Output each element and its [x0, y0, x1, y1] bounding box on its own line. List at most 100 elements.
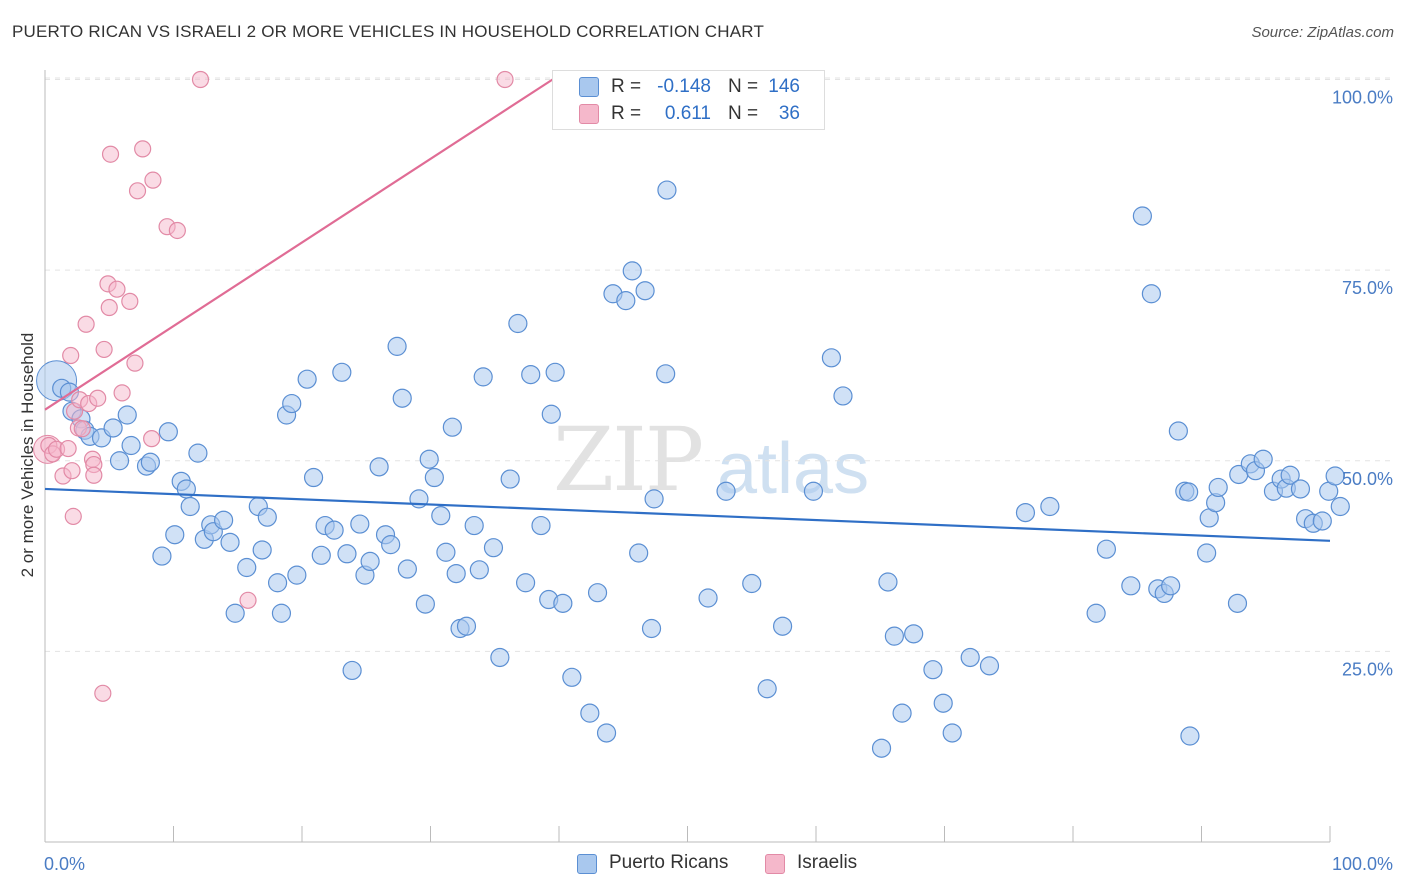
data-point [158, 422, 178, 442]
watermark-zip: ZIP [553, 408, 704, 511]
legend-r-label: R = [611, 76, 642, 97]
bottom-legend-label: Israelis [797, 852, 858, 873]
data-point [833, 386, 853, 406]
data-point [933, 693, 953, 713]
data-point [77, 315, 95, 333]
trend-line-puerto-ricans [44, 487, 1331, 542]
data-point [1040, 496, 1060, 517]
data-point [469, 560, 489, 580]
data-point [431, 506, 451, 526]
data-point [508, 313, 528, 334]
legend-n-label: N = [728, 103, 759, 124]
data-point [225, 603, 245, 623]
data-point [656, 364, 676, 384]
data-point [397, 559, 417, 579]
data-point [188, 443, 208, 463]
data-point [144, 171, 162, 189]
data-point [121, 292, 139, 310]
data-point [101, 145, 120, 163]
data-point [1325, 466, 1345, 486]
legend-n-value: 146 [768, 76, 800, 97]
data-point [64, 507, 82, 526]
legend-n-value: 36 [778, 103, 800, 124]
data-point [553, 593, 573, 613]
data-point [1290, 479, 1311, 499]
data-point [191, 70, 210, 89]
data-point [1227, 593, 1248, 613]
data-point [1180, 726, 1200, 746]
data-point [360, 551, 380, 572]
data-point [297, 369, 317, 389]
data-point [113, 384, 131, 402]
data-point [979, 656, 1000, 676]
data-point [1141, 284, 1161, 304]
data-point [419, 449, 439, 469]
data-point [1086, 603, 1106, 623]
data-point [103, 418, 123, 438]
bottom-legend-puerto-ricans: Puerto Ricans [577, 852, 728, 874]
trend-line-israelis [44, 78, 554, 411]
data-point [531, 515, 551, 536]
data-point [1330, 496, 1350, 517]
data-point [271, 603, 292, 623]
bottom-legend-swatch-blue [577, 854, 597, 874]
data-point [121, 435, 141, 456]
data-point [342, 660, 362, 681]
legend-r-value: -0.148 [657, 76, 711, 97]
data-point [742, 573, 762, 594]
legend-swatch-blue [579, 77, 599, 97]
correlation-legend: R = -0.148 N = 146 R = 0.611 N = 36 [552, 70, 825, 130]
data-point [871, 738, 892, 758]
legend-n-label: N = [728, 76, 759, 97]
data-point [698, 588, 718, 608]
data-point [59, 439, 77, 458]
data-point [108, 280, 126, 298]
data-point [126, 354, 144, 372]
data-point [287, 565, 307, 585]
data-point [446, 563, 466, 584]
data-point [89, 389, 107, 407]
data-point [923, 660, 943, 680]
y-tick-label: 25.0% [1342, 659, 1393, 679]
data-point [239, 591, 257, 609]
data-point [622, 261, 642, 281]
data-point [257, 507, 277, 527]
data-point [415, 594, 435, 614]
data-point [464, 515, 484, 536]
data-point [180, 496, 200, 517]
data-point [1096, 539, 1117, 559]
data-point [381, 535, 401, 555]
trend-lines [44, 78, 1331, 542]
data-point [303, 467, 324, 488]
data-point [496, 70, 514, 89]
legend-row-israelis: R = 0.611 N = 36 [553, 101, 824, 127]
data-point [94, 684, 112, 702]
x-tick-label: 0.0% [44, 854, 85, 874]
data-point [616, 291, 636, 311]
data-point [483, 538, 504, 558]
data-point [515, 573, 536, 593]
data-point [168, 221, 186, 240]
data-point [237, 557, 257, 578]
data-point [442, 417, 462, 437]
data-point [282, 393, 302, 414]
data-point [1168, 421, 1188, 441]
data-point [267, 573, 288, 593]
data-point [942, 723, 962, 743]
data-point [387, 336, 407, 356]
data-point [1280, 465, 1300, 485]
data-point [629, 543, 649, 563]
legend-r-label: R = [611, 103, 642, 124]
data-point [324, 520, 344, 540]
data-point [456, 616, 477, 636]
data-point [1132, 206, 1152, 226]
data-point [165, 525, 185, 545]
data-point [596, 723, 617, 743]
data-point [350, 514, 370, 534]
data-point [635, 281, 655, 301]
data-point [436, 542, 456, 562]
data-point [392, 388, 412, 408]
data-point [641, 618, 662, 639]
data-point [95, 340, 113, 359]
